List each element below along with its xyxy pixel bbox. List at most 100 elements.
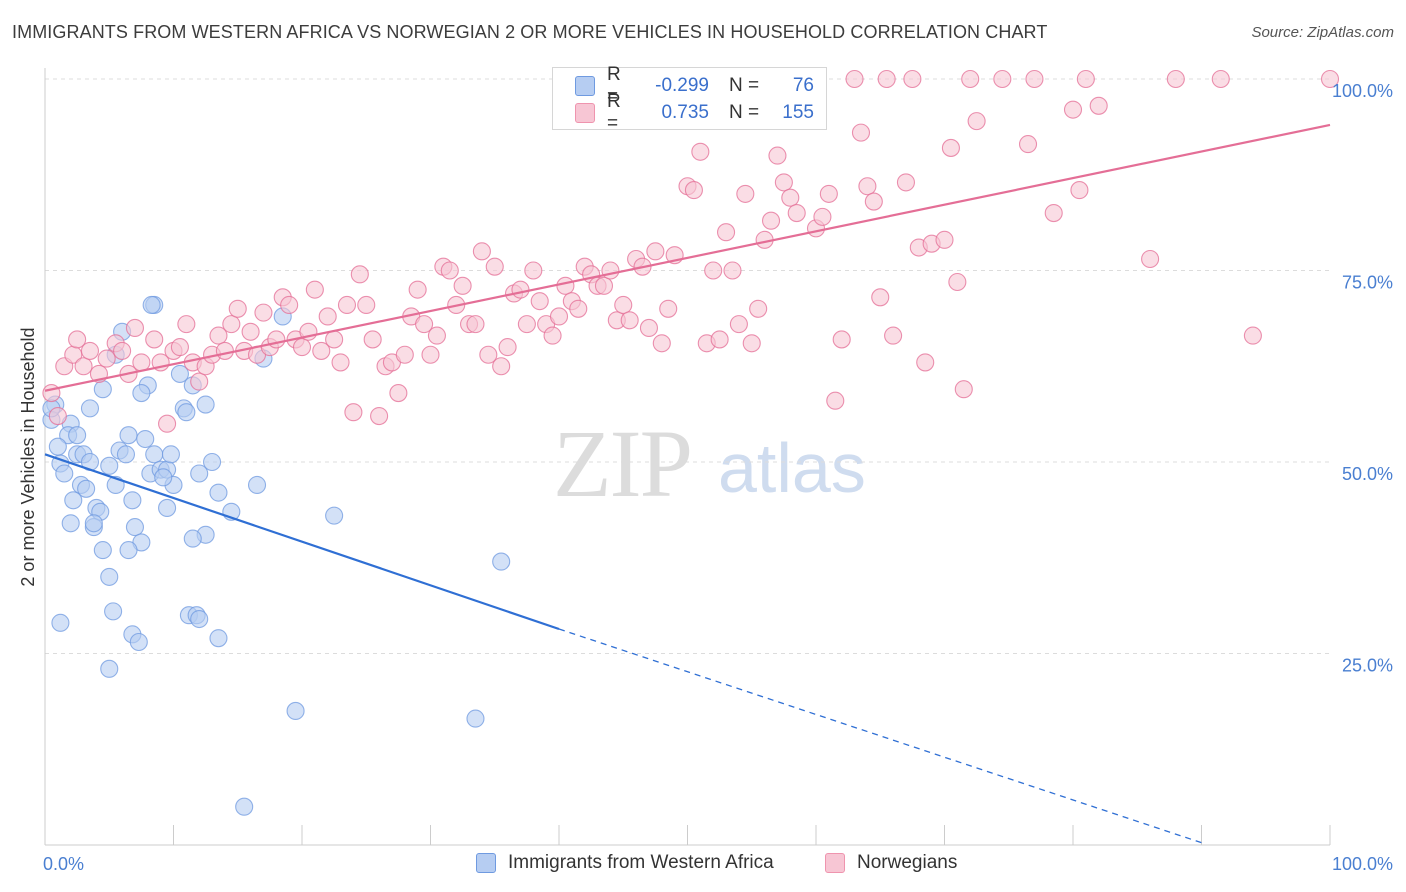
point-western-africa <box>132 384 151 403</box>
legend-swatch-western-africa <box>575 76 595 96</box>
point-norwegians <box>1018 135 1038 154</box>
point-norwegians <box>228 299 247 318</box>
point-western-africa <box>123 491 142 510</box>
point-norwegians <box>935 230 954 249</box>
point-norwegians <box>421 345 440 364</box>
legend-swatch-norwegians <box>575 103 595 123</box>
point-norwegians <box>614 295 633 315</box>
point-norwegians <box>774 173 793 192</box>
point-norwegians <box>710 330 729 349</box>
point-western-africa <box>196 395 215 414</box>
point-norwegians <box>704 261 723 280</box>
chart-source: Source: ZipAtlas.com <box>1251 24 1394 41</box>
point-norwegians <box>1076 69 1095 89</box>
point-norwegians <box>781 188 800 207</box>
point-norwegians <box>479 345 498 364</box>
point-norwegians <box>787 204 806 223</box>
legend-item-norwegians[interactable]: Norwegians <box>825 852 957 874</box>
point-norwegians <box>485 257 504 276</box>
point-norwegians <box>241 322 260 341</box>
point-western-africa <box>325 506 344 525</box>
point-western-africa <box>68 426 87 445</box>
point-western-africa <box>142 295 161 315</box>
point-western-africa <box>209 483 228 502</box>
point-western-africa <box>51 613 70 632</box>
point-western-africa <box>247 475 267 495</box>
point-norwegians <box>652 334 671 353</box>
point-western-africa <box>190 609 209 629</box>
point-norwegians <box>569 299 588 318</box>
point-western-africa <box>84 514 103 533</box>
point-norwegians <box>97 349 116 368</box>
point-norwegians <box>415 315 434 334</box>
point-norwegians <box>344 403 363 422</box>
point-norwegians <box>177 315 196 334</box>
point-norwegians <box>427 326 446 345</box>
legend-n-value: 155 <box>782 102 814 123</box>
point-norwegians <box>215 341 234 360</box>
y-tick-label: 25.0% <box>1342 656 1393 676</box>
point-western-africa <box>209 629 228 648</box>
legend-label-western-africa: Immigrants from Western Africa <box>508 852 774 873</box>
point-norwegians <box>601 261 620 280</box>
axis-labels: 25.0% 50.0% 75.0% 100.0% 0.0% 100.0% 2 or more… <box>18 81 1393 874</box>
point-western-africa <box>286 701 305 721</box>
point-western-africa <box>55 464 74 483</box>
point-norwegians <box>466 315 485 334</box>
point-norwegians <box>254 303 273 322</box>
point-norwegians <box>113 341 132 360</box>
y-tick-label: 50.0% <box>1342 464 1393 484</box>
point-norwegians <box>389 384 408 403</box>
point-norwegians <box>967 112 986 131</box>
point-norwegians <box>267 330 286 349</box>
point-norwegians <box>132 353 151 372</box>
point-norwegians <box>742 334 761 353</box>
point-norwegians <box>556 276 575 295</box>
point-norwegians <box>684 181 703 200</box>
point-norwegians <box>530 292 549 311</box>
point-norwegians <box>125 318 144 338</box>
point-norwegians <box>74 357 93 376</box>
point-norwegians <box>961 69 980 89</box>
legend-r-label: R = <box>607 91 621 134</box>
legend-item-western-africa[interactable]: Immigrants from Western Africa <box>476 852 774 874</box>
legend-n-value: 76 <box>792 75 814 96</box>
point-norwegians <box>813 207 832 226</box>
point-norwegians <box>941 138 960 157</box>
point-western-africa <box>190 464 209 483</box>
point-norwegians <box>896 173 916 192</box>
point-norwegians <box>1063 100 1083 119</box>
point-norwegians <box>280 295 299 315</box>
point-norwegians <box>158 414 177 433</box>
trend-line-norwegians <box>44 123 1331 392</box>
trend-line-western-africa <box>44 453 560 631</box>
point-western-africa <box>203 452 222 472</box>
point-norwegians <box>948 272 967 292</box>
legend-row-western-africa: R = -0.299 N = 76 <box>575 64 814 107</box>
point-norwegians <box>826 391 845 410</box>
point-western-africa <box>93 541 112 560</box>
y-axis-label: 2 or more Vehicles in Household <box>18 327 38 586</box>
point-norwegians <box>639 318 659 338</box>
point-western-africa <box>100 659 119 678</box>
point-norwegians <box>1025 69 1044 89</box>
point-norwegians <box>1141 249 1160 269</box>
point-norwegians <box>646 242 665 261</box>
y-tick-label: 75.0% <box>1342 273 1393 293</box>
point-norwegians <box>1211 69 1230 89</box>
point-norwegians <box>190 372 209 391</box>
point-western-africa <box>183 529 202 548</box>
point-norwegians <box>1044 204 1063 223</box>
watermark-zip: ZIP <box>553 410 693 517</box>
trend-line-western-africa-extrapolated <box>558 628 1202 844</box>
point-norwegians <box>877 69 896 89</box>
point-western-africa <box>161 445 180 464</box>
point-western-africa <box>492 552 511 571</box>
point-western-africa <box>48 437 67 456</box>
point-norwegians <box>48 406 67 426</box>
point-norwegians <box>453 276 472 295</box>
point-norwegians <box>954 380 973 399</box>
point-norwegians <box>884 326 903 345</box>
point-western-africa <box>100 456 119 475</box>
point-norwegians <box>819 184 838 203</box>
